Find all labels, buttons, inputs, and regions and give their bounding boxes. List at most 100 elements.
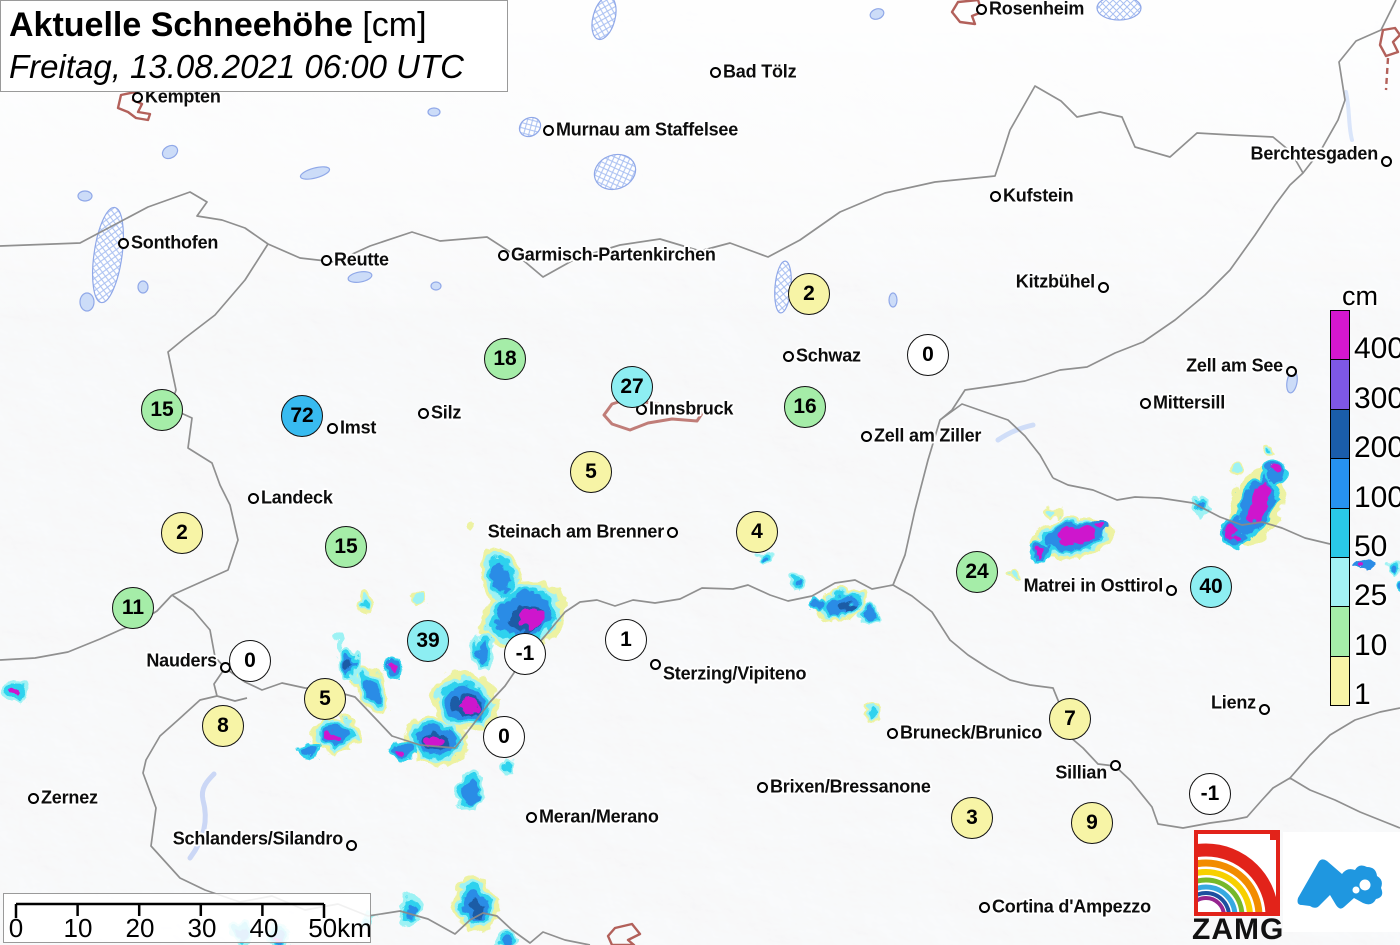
legend-color-segment <box>1331 656 1349 706</box>
legend-unit-label: cm <box>1342 281 1378 311</box>
station-snow-depth-marker: 16 <box>784 386 826 428</box>
title-box: Aktuelle Schneehöhe [cm] Freitag, 13.08.… <box>0 0 508 92</box>
legend-color-segment <box>1331 409 1349 460</box>
snow-depth-legend: cm 400 300 200 100 50 25 10 1 <box>1328 281 1400 731</box>
city-marker <box>886 727 898 739</box>
station-snow-depth-marker: 2 <box>788 273 830 315</box>
rivers-layer <box>187 90 1354 861</box>
legend-tick-label: 400 <box>1354 332 1400 366</box>
scale-bar-ruler <box>14 902 326 918</box>
legend-tick-label: 200 <box>1354 431 1400 465</box>
city-label: Nauders <box>146 650 217 671</box>
zamg-logo <box>1133 830 1280 945</box>
city-label: Matrei in Osttirol <box>1023 575 1164 596</box>
city-marker <box>542 124 554 136</box>
city-label: Bruneck/Brunico <box>900 722 1043 743</box>
city-marker <box>345 839 357 851</box>
city-marker <box>975 3 987 15</box>
lakes-layer <box>77 0 1298 394</box>
city-label: Garmisch-Partenkirchen <box>511 244 716 265</box>
city-marker <box>1165 584 1177 596</box>
station-snow-depth-marker: 7 <box>1049 698 1091 740</box>
city-label: Schlanders/Silandro <box>172 828 343 849</box>
city-marker <box>782 350 794 362</box>
city-label: Kitzbühel <box>1015 271 1095 292</box>
station-snow-depth-marker: 18 <box>484 338 526 380</box>
zamg-logo-text: ZAMG <box>1192 913 1285 945</box>
scale-bar-label: 0 <box>8 913 24 943</box>
zamg-rainbow-icon <box>1133 843 1279 945</box>
city-label: Kufstein <box>1003 185 1074 206</box>
legend-tick-label: 10 <box>1354 628 1388 662</box>
city-label: Reutte <box>334 249 389 270</box>
city-label: Steinach am Brenner <box>487 521 664 542</box>
city-label: Cortina d'Ampezzo <box>992 896 1151 917</box>
snow-raster-layer <box>0 440 1400 945</box>
scale-bar-label: 10 <box>63 913 93 943</box>
zamg-logo-notch <box>1270 830 1280 840</box>
city-marker <box>525 811 537 823</box>
city-label: Berchtesgaden <box>1250 143 1379 164</box>
scale-bar-label: 30 <box>187 913 217 943</box>
station-snow-depth-marker: 1 <box>605 619 647 661</box>
city-marker <box>117 237 129 249</box>
station-snow-depth-marker: 0 <box>907 334 949 376</box>
city-marker <box>27 792 39 804</box>
city-marker <box>497 249 509 261</box>
city-marker <box>417 407 429 419</box>
city-label: Landeck <box>261 487 333 508</box>
city-label: Zernez <box>41 787 98 808</box>
city-label: Sonthofen <box>131 232 219 253</box>
city-marker <box>1109 759 1121 771</box>
city-marker <box>989 190 1001 202</box>
legend-tick-label: 100 <box>1354 480 1400 514</box>
station-snow-depth-marker: 5 <box>570 451 612 493</box>
legend-tick-label: 50 <box>1354 530 1388 563</box>
city-marker <box>1097 281 1109 293</box>
legend-tick-label: 300 <box>1354 381 1400 415</box>
city-label: Meran/Merano <box>539 806 659 827</box>
station-snow-depth-marker: 0 <box>483 716 525 758</box>
station-snow-depth-marker: 9 <box>1071 802 1113 844</box>
city-label: Sillian <box>1055 762 1107 783</box>
legend-tick-label: 25 <box>1354 579 1388 613</box>
scale-bar-label: 50km <box>308 913 372 943</box>
city-marker <box>1285 365 1297 377</box>
scale-bar-label: 20 <box>125 913 155 943</box>
legend-tick-label: 1 <box>1354 678 1371 712</box>
legend-color-segment <box>1331 508 1349 558</box>
station-snow-depth-marker: 40 <box>1190 566 1232 608</box>
city-label: Zell am Ziller <box>874 425 982 446</box>
station-snow-depth-marker: 3 <box>951 797 993 839</box>
city-label: Zell am See <box>1186 355 1283 376</box>
map-timestamp: Freitag, 13.08.2021 06:00 UTC <box>9 48 464 85</box>
scale-bar: 0 10 20 30 40 50km <box>3 893 372 943</box>
city-marker <box>978 901 990 913</box>
city-label: Innsbruck <box>649 398 734 419</box>
station-snow-depth-marker: 39 <box>407 620 449 662</box>
legend-color-segment <box>1331 360 1349 410</box>
city-label: Lienz <box>1210 692 1256 713</box>
station-snow-depth-marker: 24 <box>956 551 998 593</box>
map-title-unit: [cm] <box>352 6 427 44</box>
city-label: Brixen/Bressanone <box>770 776 931 797</box>
city-label: Mittersill <box>1153 392 1226 413</box>
station-snow-depth-marker: -1 <box>1189 773 1231 815</box>
snow-cloud-icon <box>1297 859 1382 909</box>
city-label: Bad Tölz <box>723 61 797 82</box>
legend-color-segment <box>1331 607 1349 657</box>
city-label: Rosenheim <box>989 0 1085 19</box>
city-marker <box>756 781 768 793</box>
city-label: Schwaz <box>796 345 861 366</box>
station-snow-depth-marker: 5 <box>304 678 346 720</box>
station-snow-depth-marker: -1 <box>504 633 546 675</box>
city-label: Imst <box>340 417 377 438</box>
station-snow-depth-marker: 15 <box>325 526 367 568</box>
city-marker <box>131 91 143 103</box>
city-marker <box>326 422 338 434</box>
city-marker <box>649 658 661 670</box>
city-marker <box>320 254 332 266</box>
avalanche-service-logo <box>1283 832 1400 932</box>
